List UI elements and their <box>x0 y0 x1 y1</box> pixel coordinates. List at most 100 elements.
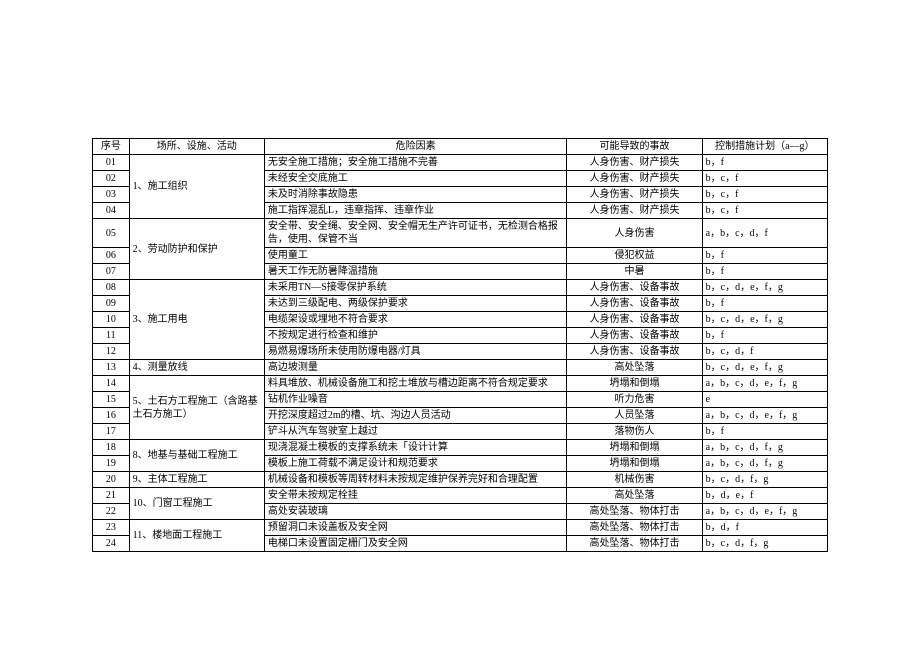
cell-seq: 06 <box>93 248 130 264</box>
cell-seq: 09 <box>93 296 130 312</box>
cell-seq: 22 <box>93 504 130 520</box>
cell-control: b，c，f <box>702 187 827 203</box>
cell-control: a，b，c，d，f，g <box>702 456 827 472</box>
cell-accident: 高处坠落 <box>567 488 702 504</box>
cell-seq: 17 <box>93 424 130 440</box>
cell-accident: 落物伤人 <box>567 424 702 440</box>
cell-accident: 高处坠落 <box>567 360 702 376</box>
cell-control: b，c，f <box>702 203 827 219</box>
cell-hazard: 暑天工作无防暑降温措施 <box>264 264 567 280</box>
cell-activity: 10、门窗工程施工 <box>129 488 264 520</box>
cell-accident: 高处坠落、物体打击 <box>567 520 702 536</box>
cell-hazard: 预留洞口未设盖板及安全网 <box>264 520 567 536</box>
table-row: 2110、门窗工程施工安全带未按规定栓挂高处坠落b，d，e，f <box>93 488 828 504</box>
cell-accident: 人身伤害、设备事故 <box>567 328 702 344</box>
cell-hazard: 安全带、安全绳、安全网、安全帽无生产许可证书，无检测合格报告，使用、保管不当 <box>264 219 567 248</box>
cell-control: b，f <box>702 296 827 312</box>
cell-seq: 20 <box>93 472 130 488</box>
cell-control: b，f <box>702 248 827 264</box>
cell-accident: 中暑 <box>567 264 702 280</box>
table-row: 145、土石方工程施工（含路基土石方施工）料具堆放、机械设备施工和挖土堆放与槽边… <box>93 376 828 392</box>
cell-seq: 21 <box>93 488 130 504</box>
cell-control: b，f <box>702 424 827 440</box>
cell-hazard: 未及时消除事故隐患 <box>264 187 567 203</box>
cell-hazard: 使用童工 <box>264 248 567 264</box>
cell-hazard: 不按规定进行检查和维护 <box>264 328 567 344</box>
cell-hazard: 料具堆放、机械设备施工和挖土堆放与槽边距离不符合规定要求 <box>264 376 567 392</box>
cell-accident: 坍塌和倒塌 <box>567 440 702 456</box>
col-activity-header: 场所、设施、活动 <box>129 139 264 155</box>
cell-control: b，d，e，f <box>702 488 827 504</box>
cell-accident: 人身伤害、财产损失 <box>567 203 702 219</box>
cell-control: b，c，d，f，g <box>702 472 827 488</box>
cell-hazard: 高边坡测量 <box>264 360 567 376</box>
table-row: 052、劳动防护和保护安全带、安全绳、安全网、安全帽无生产许可证书，无检测合格报… <box>93 219 828 248</box>
cell-accident: 坍塌和倒塌 <box>567 376 702 392</box>
cell-hazard: 模板上施工荷载不满足设计和规范要求 <box>264 456 567 472</box>
cell-control: e <box>702 392 827 408</box>
cell-activity: 9、主体工程施工 <box>129 472 264 488</box>
cell-seq: 23 <box>93 520 130 536</box>
cell-seq: 08 <box>93 280 130 296</box>
cell-control: a，b，c，d，f，g <box>702 440 827 456</box>
cell-hazard: 电梯口未设置固定栅门及安全网 <box>264 536 567 552</box>
cell-control: b，c，d，e，f，g <box>702 360 827 376</box>
cell-control: b，c，d，e，f，g <box>702 312 827 328</box>
cell-hazard: 安全带未按规定栓挂 <box>264 488 567 504</box>
cell-seq: 03 <box>93 187 130 203</box>
cell-accident: 侵犯权益 <box>567 248 702 264</box>
col-control-header: 控制措施计划（a—g） <box>702 139 827 155</box>
cell-activity: 3、施工用电 <box>129 280 264 360</box>
cell-hazard: 电缆架设或埋地不符合要求 <box>264 312 567 328</box>
cell-hazard: 铲斗从汽车驾驶室上越过 <box>264 424 567 440</box>
cell-seq: 12 <box>93 344 130 360</box>
cell-seq: 14 <box>93 376 130 392</box>
cell-accident: 机械伤害 <box>567 472 702 488</box>
cell-accident: 高处坠落、物体打击 <box>567 504 702 520</box>
cell-hazard: 钻机作业噪音 <box>264 392 567 408</box>
table-row: 209、主体工程施工机械设备和模板等周转材料未按规定维护保养完好和合理配置机械伤… <box>93 472 828 488</box>
cell-accident: 坍塌和倒塌 <box>567 456 702 472</box>
cell-control: b，f <box>702 264 827 280</box>
cell-seq: 18 <box>93 440 130 456</box>
cell-hazard: 施工指挥混乱L，违章指挥、违章作业 <box>264 203 567 219</box>
cell-activity: 5、土石方工程施工（含路基土石方施工） <box>129 376 264 440</box>
cell-accident: 人身伤害、设备事故 <box>567 344 702 360</box>
cell-seq: 10 <box>93 312 130 328</box>
cell-seq: 01 <box>93 155 130 171</box>
cell-control: a，b，c，d，e，f，g <box>702 408 827 424</box>
cell-seq: 07 <box>93 264 130 280</box>
cell-accident: 人身伤害、设备事故 <box>567 312 702 328</box>
cell-seq: 19 <box>93 456 130 472</box>
cell-activity: 11、楼地面工程施工 <box>129 520 264 552</box>
cell-control: b，d，f <box>702 520 827 536</box>
table-row: 2311、楼地面工程施工预留洞口未设盖板及安全网高处坠落、物体打击b，d，f <box>93 520 828 536</box>
cell-accident: 听力危害 <box>567 392 702 408</box>
col-accident-header: 可能导致的事故 <box>567 139 702 155</box>
cell-accident: 人身伤害、财产损失 <box>567 155 702 171</box>
cell-accident: 人身伤害、财产损失 <box>567 171 702 187</box>
cell-control: b，f <box>702 155 827 171</box>
table-header-row: 序号 场所、设施、活动 危险因素 可能导致的事故 控制措施计划（a—g） <box>93 139 828 155</box>
cell-hazard: 高处安装玻璃 <box>264 504 567 520</box>
cell-accident: 人身伤害、设备事故 <box>567 280 702 296</box>
cell-accident: 人员坠落 <box>567 408 702 424</box>
cell-control: b，f <box>702 328 827 344</box>
cell-seq: 02 <box>93 171 130 187</box>
cell-control: b，c，d，f <box>702 344 827 360</box>
cell-seq: 16 <box>93 408 130 424</box>
cell-hazard: 未采用TN—S接零保护系统 <box>264 280 567 296</box>
table-row: 134、测量放线高边坡测量高处坠落b，c，d，e，f，g <box>93 360 828 376</box>
cell-hazard: 未达到三级配电、两级保护要求 <box>264 296 567 312</box>
cell-control: a，b，c，d，e，f，g <box>702 504 827 520</box>
table-row: 188、地基与基础工程施工现浇混凝土模板的支撑系统未「设计计算坍塌和倒塌a，b，… <box>93 440 828 456</box>
cell-activity: 1、施工组织 <box>129 155 264 219</box>
table-row: 083、施工用电未采用TN—S接零保护系统人身伤害、设备事故b，c，d，e，f，… <box>93 280 828 296</box>
cell-seq: 04 <box>93 203 130 219</box>
cell-hazard: 开挖深度超过2m的槽、坑、沟边人员活动 <box>264 408 567 424</box>
hazard-table: 序号 场所、设施、活动 危险因素 可能导致的事故 控制措施计划（a—g） 011… <box>92 138 828 552</box>
cell-activity: 4、测量放线 <box>129 360 264 376</box>
cell-control: a，b，c，d，e，f，g <box>702 376 827 392</box>
cell-hazard: 无安全施工措施；安全施工措施不完善 <box>264 155 567 171</box>
cell-accident: 人身伤害、财产损失 <box>567 187 702 203</box>
